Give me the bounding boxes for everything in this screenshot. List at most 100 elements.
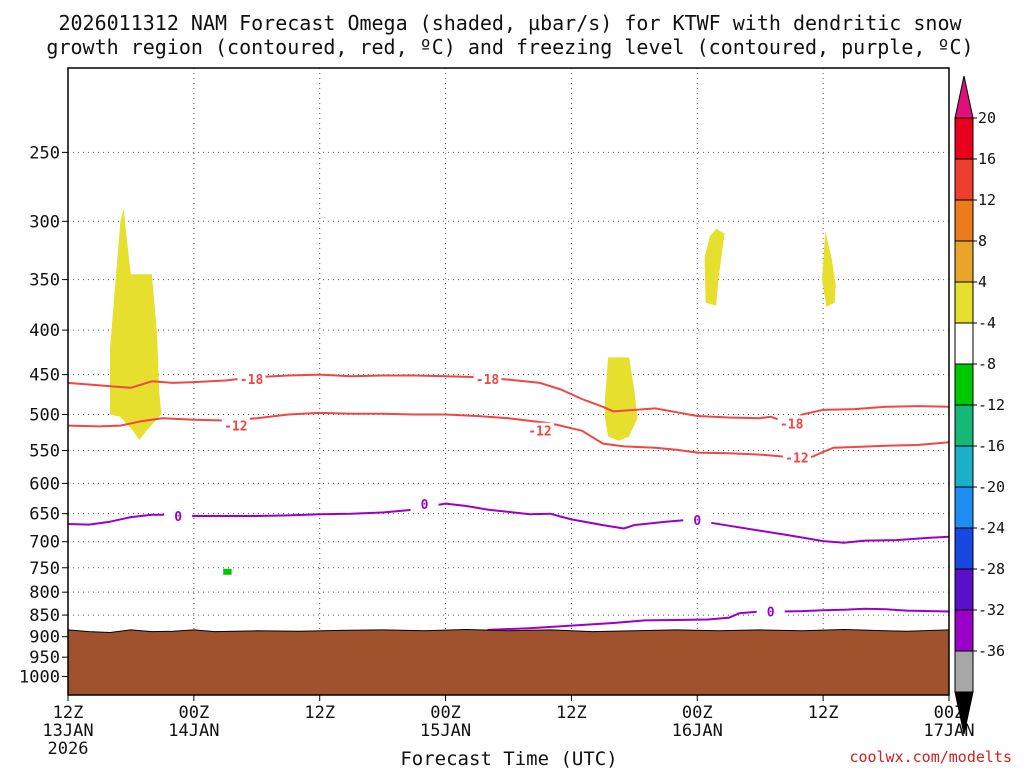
y-tick-label-1000: 1000 bbox=[19, 668, 60, 688]
colorbar-label-0: 20 bbox=[978, 109, 996, 127]
x-axis-label: Forecast Time (UTC) bbox=[400, 748, 617, 768]
colorbar: 20 16 12 8 4 -4 -8 -12 -16 -20 -24 -28 -32 -36 bbox=[954, 75, 1005, 735]
credit-text: coolwx.com/modelts bbox=[849, 748, 1012, 766]
y-tick-label-850: 850 bbox=[29, 606, 60, 626]
colorbar-swatch-9 bbox=[954, 486, 974, 529]
colorbar-swatch-8 bbox=[954, 445, 974, 488]
x-tick-label-60: 00Z bbox=[682, 703, 713, 723]
contour-label--18C-0: -18 bbox=[240, 373, 264, 388]
x-tick-label-12: 00Z bbox=[178, 703, 209, 723]
y-tick-label-450: 450 bbox=[29, 366, 60, 386]
x-tick-date-0: 13JAN bbox=[42, 721, 93, 741]
contour-label-bg--18C-2 bbox=[777, 415, 806, 432]
colorbar-swatch-4 bbox=[954, 281, 974, 324]
colorbar-label-11: -28 bbox=[978, 560, 1005, 578]
contour-label-bg--12C-1 bbox=[525, 422, 554, 439]
colorbar-label-6: -8 bbox=[978, 355, 996, 373]
colorbar-label-9: -20 bbox=[978, 478, 1005, 496]
contour-label--18C-1: -18 bbox=[476, 373, 500, 388]
contour-label--12C-2: -12 bbox=[785, 451, 808, 466]
omega-region-3 bbox=[822, 231, 836, 307]
y-tick-label-650: 650 bbox=[29, 505, 60, 525]
colorbar-swatch-12 bbox=[954, 609, 974, 652]
contour-label-surface-0C-0: 0 bbox=[767, 606, 775, 621]
colorbar-swatch-13 bbox=[954, 650, 974, 693]
colorbar-label-7: -12 bbox=[978, 396, 1005, 414]
plot-area: -18 -18 -18 -12 -12 -12 0 0 0 0 bbox=[67, 67, 950, 696]
colorbar-label-13: -36 bbox=[978, 642, 1005, 660]
omega-shading bbox=[110, 208, 836, 575]
contour-line--18C bbox=[67, 373, 950, 423]
plot-frame bbox=[67, 67, 950, 696]
x-tick-date-60: 16JAN bbox=[672, 721, 723, 741]
chart-title-line2: growth region (contoured, red, ºC) and f… bbox=[46, 35, 973, 59]
colorbar-label-5: -4 bbox=[978, 314, 996, 332]
contour-label-bg--12C-0 bbox=[221, 417, 250, 434]
contour-label--12C-0: -12 bbox=[224, 420, 247, 435]
colorbar-label-10: -24 bbox=[978, 519, 1005, 537]
x-tick-label-72: 12Z bbox=[808, 703, 839, 723]
contour-label-bg--18C-1 bbox=[473, 370, 502, 387]
contour-label-bg--18C-0 bbox=[237, 370, 266, 387]
colorbar-swatch-5 bbox=[954, 322, 974, 365]
omega-region-1 bbox=[605, 357, 638, 441]
colorbar-swatch-2 bbox=[954, 199, 974, 242]
contour-label-0C-1: 0 bbox=[421, 498, 429, 513]
omega-region-2 bbox=[704, 228, 725, 306]
contour-label-bg-surface-0C-0 bbox=[756, 603, 785, 620]
contour-label-bg-0C-1 bbox=[410, 496, 439, 513]
y-tick-label-800: 800 bbox=[29, 583, 60, 603]
y-tick-label-950: 950 bbox=[29, 648, 60, 668]
omega-region-4 bbox=[223, 568, 232, 575]
colorbar-swatch-6 bbox=[954, 363, 974, 406]
x-tick-label-84: 00Z bbox=[934, 703, 965, 723]
colorbar-swatch-0 bbox=[954, 117, 974, 160]
x-tick-date-84: 17JAN bbox=[923, 721, 974, 741]
y-tick-label-750: 750 bbox=[29, 559, 60, 579]
chart-title-line1: 2026011312 NAM Forecast Omega (shaded, µ… bbox=[58, 11, 962, 35]
y-tick-label-700: 700 bbox=[29, 533, 60, 553]
y-tick-label-900: 900 bbox=[29, 628, 60, 648]
contour-label--18C-2: -18 bbox=[780, 417, 804, 432]
contour-label--12C-1: -12 bbox=[528, 425, 551, 440]
colorbar-swatch-7 bbox=[954, 404, 974, 447]
colorbar-swatch-1 bbox=[954, 158, 974, 201]
y-tick-label-300: 300 bbox=[29, 212, 60, 232]
x-tick-label-0: 12Z bbox=[53, 703, 84, 723]
omega-region-0 bbox=[110, 208, 162, 440]
contour-label-bg-0C-0 bbox=[164, 507, 193, 524]
x-tick-year-0: 2026 bbox=[48, 739, 89, 759]
colorbar-swatch-11 bbox=[954, 568, 974, 611]
colorbar-label-8: -16 bbox=[978, 437, 1005, 455]
colorbar-label-12: -32 bbox=[978, 601, 1005, 619]
x-tick-label-36: 00Z bbox=[430, 703, 461, 723]
colorbar-bottom-arrow bbox=[954, 691, 974, 735]
y-tick-label-400: 400 bbox=[29, 321, 60, 341]
colorbar-label-2: 12 bbox=[978, 191, 996, 209]
colorbar-swatch-10 bbox=[954, 527, 974, 570]
colorbar-label-1: 16 bbox=[978, 150, 996, 168]
x-tick-date-12: 14JAN bbox=[168, 721, 219, 741]
y-tick-label-250: 250 bbox=[29, 143, 60, 163]
contour-line-0C bbox=[67, 502, 950, 544]
y-tick-label-350: 350 bbox=[29, 271, 60, 291]
x-tick-label-48: 12Z bbox=[556, 703, 587, 723]
y-axis-ticks: 2503003504004505005506006507007508008509… bbox=[19, 143, 68, 688]
y-tick-label-600: 600 bbox=[29, 474, 60, 494]
contour-label-0C-2: 0 bbox=[693, 514, 701, 529]
contour-label-0C-0: 0 bbox=[174, 510, 182, 525]
contour-label-bg--12C-2 bbox=[782, 449, 811, 466]
contour-label-bg-0C-2 bbox=[683, 512, 712, 529]
y-tick-label-550: 550 bbox=[29, 442, 60, 462]
colorbar-label-4: 4 bbox=[978, 273, 987, 291]
contour-line-surface-0C bbox=[487, 607, 950, 631]
y-tick-label-500: 500 bbox=[29, 405, 60, 425]
colorbar-label-3: 8 bbox=[978, 232, 987, 250]
terrain-fill bbox=[67, 628, 950, 696]
x-tick-date-36: 15JAN bbox=[420, 721, 471, 741]
temperature-contours: -18 -18 -18 -12 -12 -12 0 0 0 0 bbox=[67, 370, 950, 631]
terrain-layer bbox=[67, 628, 950, 696]
colorbar-swatch-3 bbox=[954, 240, 974, 283]
